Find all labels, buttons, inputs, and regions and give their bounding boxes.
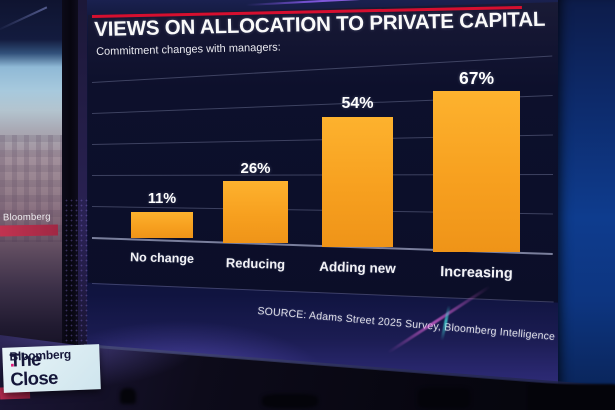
bar-reducing	[223, 180, 288, 243]
camera-equipment-silhouette	[418, 388, 470, 408]
left-monitor-cityscape	[0, 0, 62, 394]
bar-no-change	[131, 211, 193, 238]
camera-equipment-silhouette	[528, 384, 615, 410]
video-wall-blue-panel	[558, 0, 615, 396]
bar-increasing	[433, 91, 520, 252]
bar-value-label: 11%	[147, 191, 177, 208]
bug-brand-dot: .	[9, 349, 15, 371]
left-monitor-red-banner	[0, 224, 59, 237]
floor-silhouette	[262, 394, 318, 408]
bug-show-name-text: The Close	[9, 348, 59, 391]
bar-adding-new	[322, 117, 393, 247]
studio-wall	[78, 0, 87, 410]
bar-value-label: 54%	[341, 95, 374, 113]
cityscape-buildings	[0, 135, 62, 242]
floor-silhouette	[120, 388, 136, 404]
monitor-bezel	[62, 0, 78, 404]
bar-category-label: Adding new	[319, 258, 396, 277]
studio-wall-dot-pattern	[64, 198, 90, 348]
left-monitor-bloomberg-watermark: Bloomberg	[2, 211, 51, 224]
bar-value-label: 26%	[240, 159, 271, 177]
bar-category-label: No change	[129, 250, 195, 266]
bloomberg-the-close-bug: Bloomberg The Close.	[2, 344, 101, 393]
bar-category-label: Reducing	[225, 255, 286, 272]
bar-value-label: 67%	[458, 67, 495, 88]
